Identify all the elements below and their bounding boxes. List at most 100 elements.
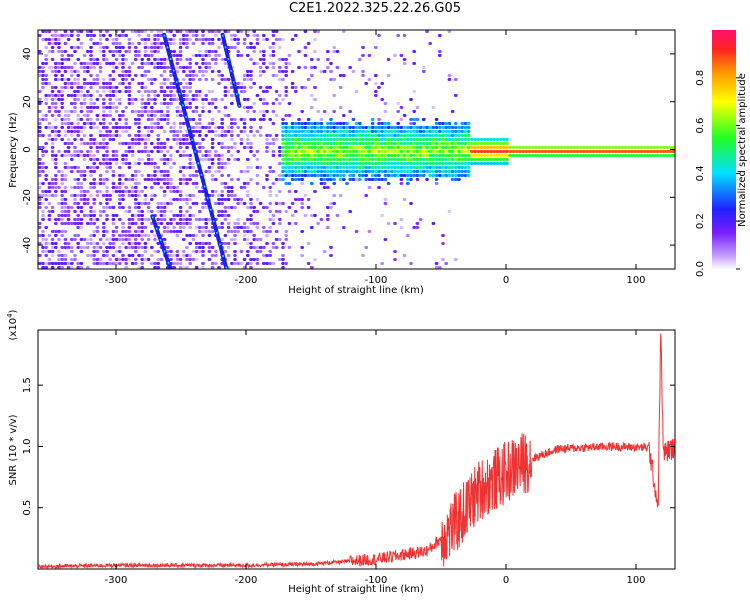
heatmap-cell xyxy=(118,190,122,193)
heatmap-cell xyxy=(111,230,116,233)
heatmap-cell xyxy=(406,178,410,181)
heatmap-cell xyxy=(98,146,103,149)
heatmap-cell xyxy=(486,162,490,165)
heatmap-cell xyxy=(252,222,256,225)
heatmap-cell xyxy=(130,150,135,153)
heatmap-cell xyxy=(236,150,240,153)
heatmap-cell xyxy=(393,142,397,145)
heatmap-cell xyxy=(223,182,228,185)
heatmap-cell xyxy=(95,126,100,129)
heatmap-cell xyxy=(271,66,276,69)
heatmap-cell xyxy=(396,162,400,165)
heatmap-cell xyxy=(162,78,167,81)
heatmap-cell xyxy=(57,134,61,137)
heatmap-cell xyxy=(134,54,138,57)
heatmap-cell xyxy=(137,90,141,93)
heatmap-cell xyxy=(281,174,285,177)
heatmap-cell xyxy=(393,170,397,173)
heatmap-cell xyxy=(271,50,276,53)
heatmap-cell xyxy=(406,182,410,185)
heatmap-cell xyxy=(377,142,381,145)
heatmap-cell xyxy=(454,78,458,81)
heatmap-cell xyxy=(431,222,436,225)
heatmap-cell xyxy=(127,42,132,45)
heatmap-cell xyxy=(156,142,160,145)
heatmap-cell xyxy=(524,146,528,149)
heatmap-cell xyxy=(390,150,394,153)
heatmap-cell xyxy=(191,42,196,45)
heatmap-cell xyxy=(38,102,42,105)
heatmap-cell xyxy=(345,182,349,185)
heatmap-cell xyxy=(98,202,103,205)
heatmap-cell xyxy=(178,206,183,209)
heatmap-cell xyxy=(249,146,253,149)
heatmap-cell xyxy=(198,54,202,57)
heatmap-cell xyxy=(361,74,365,77)
heatmap-cell xyxy=(63,210,68,213)
heatmap-cell xyxy=(198,90,202,93)
heatmap-cell xyxy=(66,94,71,97)
heatmap-cell xyxy=(610,154,615,157)
heatmap-cell xyxy=(447,154,452,157)
heatmap-cell xyxy=(268,230,272,233)
heatmap-cell xyxy=(76,202,80,205)
heatmap-cell xyxy=(207,90,212,93)
heatmap-cell xyxy=(406,130,410,133)
heatmap-cell xyxy=(73,186,77,189)
heatmap-cell xyxy=(140,190,144,193)
heatmap-cell xyxy=(44,118,48,121)
snr-frame xyxy=(37,329,676,570)
heatmap-cell xyxy=(82,214,87,217)
heatmap-cell xyxy=(156,94,160,97)
heatmap-cell xyxy=(95,42,100,45)
heatmap-cell xyxy=(76,46,80,49)
heatmap-cell xyxy=(38,262,42,265)
heatmap-cell xyxy=(124,234,128,237)
heatmap-cell xyxy=(146,202,151,205)
heatmap-cell xyxy=(220,238,224,241)
heatmap-cell xyxy=(162,90,167,93)
y-tick-label: -20 xyxy=(22,189,33,205)
heatmap-cell xyxy=(150,198,154,201)
heatmap-cell xyxy=(415,170,420,173)
heatmap-cell xyxy=(422,150,426,153)
heatmap-cell xyxy=(89,222,93,225)
heatmap-cell xyxy=(86,34,90,37)
heatmap-cell xyxy=(108,258,112,261)
heatmap-cell xyxy=(105,86,109,89)
snr-x-ticks: -300 -200 -100 0 100 xyxy=(105,330,646,586)
heatmap-cell xyxy=(137,226,141,229)
heatmap-cell xyxy=(614,150,618,153)
heatmap-cell xyxy=(306,158,311,161)
heatmap-cell xyxy=(434,118,439,121)
heatmap-cell xyxy=(438,150,442,153)
heatmap-cell xyxy=(143,42,148,45)
heatmap-cell xyxy=(332,154,336,157)
heatmap-cell xyxy=(412,142,416,145)
heatmap-cell xyxy=(466,126,471,129)
heatmap-cell xyxy=(393,250,397,253)
heatmap-cell xyxy=(457,142,461,145)
heatmap-cell xyxy=(102,250,106,253)
heatmap-cell xyxy=(114,186,119,189)
heatmap-cell xyxy=(76,118,80,121)
heatmap-cell xyxy=(137,134,141,137)
heatmap-cell xyxy=(73,46,77,49)
heatmap-cell xyxy=(172,226,176,229)
heatmap-cell xyxy=(358,170,362,173)
heatmap-cell xyxy=(63,82,68,85)
heatmap-cell xyxy=(412,130,416,133)
heatmap-cell xyxy=(220,158,224,161)
heatmap-cell xyxy=(274,74,279,77)
heatmap-cell xyxy=(86,70,90,73)
heatmap-cell xyxy=(409,138,413,141)
heatmap-cell xyxy=(105,178,109,181)
heatmap-cell xyxy=(290,170,295,173)
heatmap-cell xyxy=(194,34,199,37)
heatmap-cell xyxy=(444,142,448,145)
heatmap-cell xyxy=(60,170,64,173)
heatmap-cell xyxy=(108,114,112,117)
heatmap-cell xyxy=(540,154,544,157)
heatmap-cell xyxy=(639,150,644,153)
heatmap-cell xyxy=(428,166,432,169)
